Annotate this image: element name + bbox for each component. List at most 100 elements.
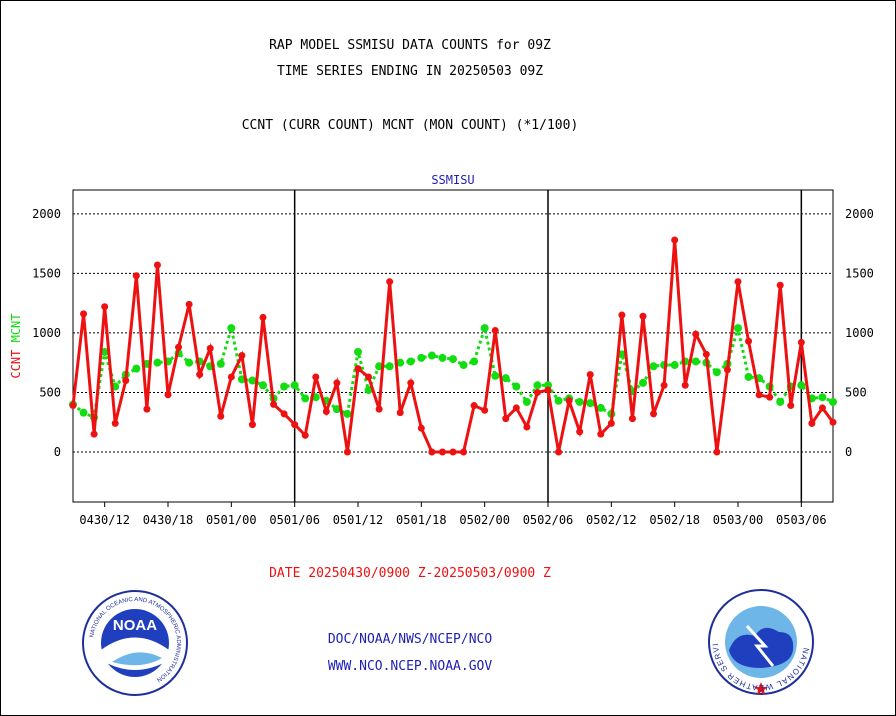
y-tick-label-right: 0 xyxy=(845,445,852,459)
point-ccnt xyxy=(723,366,731,374)
x-tick-label: 0430/12 xyxy=(79,513,130,527)
point-ccnt xyxy=(523,423,531,431)
point-ccnt xyxy=(354,365,362,373)
x-tick-label: 0501/12 xyxy=(333,513,384,527)
point-ccnt xyxy=(111,419,119,427)
point-ccnt xyxy=(829,418,837,426)
point-ccnt xyxy=(797,338,805,346)
point-ccnt xyxy=(597,430,605,438)
nws-star-icon xyxy=(754,682,768,695)
point-ccnt xyxy=(386,278,394,286)
point-ccnt xyxy=(628,415,636,423)
date-range-label: DATE 20250430/0900 Z-20250503/0900 Z xyxy=(269,566,551,581)
point-mcnt xyxy=(449,355,457,364)
point-ccnt xyxy=(280,410,288,418)
x-tick-label: 0502/00 xyxy=(459,513,510,527)
point-ccnt xyxy=(818,404,826,412)
point-mcnt xyxy=(354,347,362,356)
point-mcnt xyxy=(470,357,479,366)
point-ccnt xyxy=(460,448,468,456)
point-ccnt xyxy=(227,373,235,381)
point-ccnt xyxy=(375,405,383,413)
point-ccnt xyxy=(217,412,225,420)
point-ccnt xyxy=(660,381,668,389)
point-mcnt xyxy=(744,372,753,381)
point-ccnt xyxy=(449,448,457,456)
point-mcnt xyxy=(290,381,299,390)
point-ccnt xyxy=(766,393,774,401)
point-ccnt xyxy=(671,236,679,244)
y-tick-label-left: 0 xyxy=(54,445,61,459)
point-ccnt xyxy=(291,421,299,429)
point-mcnt xyxy=(227,324,236,333)
point-ccnt xyxy=(90,430,98,438)
series-group xyxy=(69,236,837,456)
point-ccnt xyxy=(196,371,204,379)
point-mcnt xyxy=(427,351,436,360)
y-tick-label-right: 2000 xyxy=(845,207,874,221)
point-mcnt xyxy=(153,358,162,367)
point-mcnt xyxy=(734,324,742,333)
point-ccnt xyxy=(270,400,278,408)
point-mcnt xyxy=(364,386,373,395)
point-ccnt xyxy=(618,311,626,319)
point-mcnt xyxy=(829,397,837,406)
noaa-logo: NOAA NATIONAL OCEANIC AND ATMOSPHERIC AD… xyxy=(82,590,188,696)
point-ccnt xyxy=(787,402,795,410)
point-ccnt xyxy=(122,377,130,385)
point-ccnt xyxy=(681,381,689,389)
point-mcnt xyxy=(396,358,405,367)
point-ccnt xyxy=(80,310,88,318)
point-mcnt xyxy=(301,394,310,403)
panel-title: SSMISU xyxy=(431,173,474,187)
y-tick-label-right: 1000 xyxy=(845,326,874,340)
x-tick-label: 0502/12 xyxy=(586,513,637,527)
point-ccnt xyxy=(238,352,246,360)
point-mcnt xyxy=(586,399,595,408)
point-mcnt xyxy=(575,397,584,406)
point-ccnt xyxy=(650,410,658,418)
x-tick-label: 0502/06 xyxy=(523,513,574,527)
point-mcnt xyxy=(639,378,647,387)
x-tick-label: 0501/00 xyxy=(206,513,257,527)
point-ccnt xyxy=(206,344,214,352)
point-ccnt xyxy=(101,303,109,311)
y-axis-label-mcnt: MCNT xyxy=(9,313,23,342)
point-ccnt xyxy=(322,407,330,415)
point-ccnt xyxy=(301,431,309,439)
y-tick-label-right: 500 xyxy=(845,385,867,399)
point-ccnt xyxy=(365,373,373,381)
chart-title-line-3: CCNT (CURR COUNT) MCNT (MON COUNT) (*1/1… xyxy=(241,118,579,133)
point-mcnt xyxy=(818,393,827,402)
point-mcnt xyxy=(385,362,394,371)
point-mcnt xyxy=(512,382,521,391)
point-mcnt xyxy=(280,382,289,391)
point-ccnt xyxy=(259,313,267,321)
point-ccnt xyxy=(533,388,541,396)
x-tick-label: 0503/06 xyxy=(776,513,827,527)
point-ccnt xyxy=(312,373,320,381)
point-ccnt xyxy=(428,448,436,456)
point-ccnt xyxy=(343,448,351,456)
point-mcnt xyxy=(417,353,426,362)
series-line-ccnt xyxy=(71,239,835,454)
point-mcnt xyxy=(533,381,542,390)
point-ccnt xyxy=(502,415,510,423)
point-ccnt xyxy=(555,448,563,456)
point-ccnt xyxy=(512,404,520,412)
y-tick-label-left: 2000 xyxy=(32,207,61,221)
point-ccnt xyxy=(153,261,161,269)
point-mcnt xyxy=(438,353,447,362)
point-ccnt xyxy=(185,300,193,308)
point-ccnt xyxy=(607,419,615,427)
point-ccnt xyxy=(639,312,647,320)
nws-logo: NATIONAL WEATHER SERVICE xyxy=(707,588,814,695)
point-ccnt xyxy=(470,402,478,410)
point-ccnt xyxy=(713,448,721,456)
x-tick-label: 0501/18 xyxy=(396,513,447,527)
noaa-logo-text: NOAA xyxy=(113,617,157,634)
point-ccnt xyxy=(69,402,77,410)
point-ccnt xyxy=(407,379,415,387)
point-ccnt xyxy=(734,278,742,286)
point-mcnt xyxy=(776,397,785,406)
